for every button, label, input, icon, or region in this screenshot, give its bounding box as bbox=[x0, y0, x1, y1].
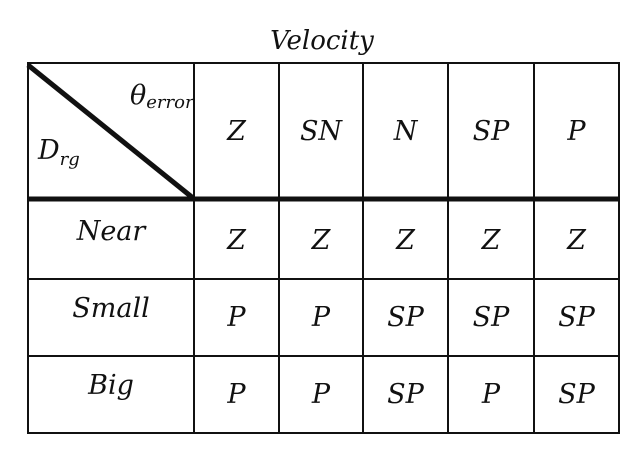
table-cell: SP bbox=[558, 302, 595, 333]
column-axis-symbol: θ bbox=[130, 80, 147, 111]
table-cell: SP bbox=[472, 302, 510, 333]
row-axis-symbol: D bbox=[38, 135, 60, 166]
table-cell: P bbox=[481, 379, 501, 410]
column-header: SP bbox=[472, 115, 510, 147]
table-cell: Z bbox=[481, 224, 501, 256]
table-cell: SP bbox=[387, 302, 424, 333]
column-header: Z bbox=[227, 115, 246, 147]
table-cell: Z bbox=[227, 224, 246, 256]
column-header: P bbox=[567, 115, 586, 147]
corner-diagonal bbox=[26, 63, 195, 200]
table-cell: P bbox=[311, 302, 331, 333]
table-title: Velocity bbox=[270, 26, 374, 56]
table-cell: SP bbox=[558, 379, 595, 410]
row-axis-subscript: rg bbox=[59, 149, 80, 170]
row-label: Small bbox=[72, 292, 150, 324]
row-label: Big bbox=[88, 369, 134, 401]
table-cell: P bbox=[311, 379, 331, 410]
column-header: SN bbox=[299, 115, 343, 147]
column-header: N bbox=[393, 115, 418, 147]
table-cell: P bbox=[227, 379, 246, 410]
column-axis-label: θerror bbox=[130, 80, 194, 113]
table-cell: Z bbox=[311, 224, 331, 256]
table-cell: SP bbox=[387, 379, 424, 410]
table-cell: P bbox=[227, 302, 246, 333]
table-cell: Z bbox=[396, 224, 415, 256]
row-label: Near bbox=[76, 215, 146, 247]
table-cell: Z bbox=[567, 224, 586, 256]
column-axis-subscript: error bbox=[146, 92, 194, 113]
row-axis-label: Drg bbox=[38, 135, 80, 170]
